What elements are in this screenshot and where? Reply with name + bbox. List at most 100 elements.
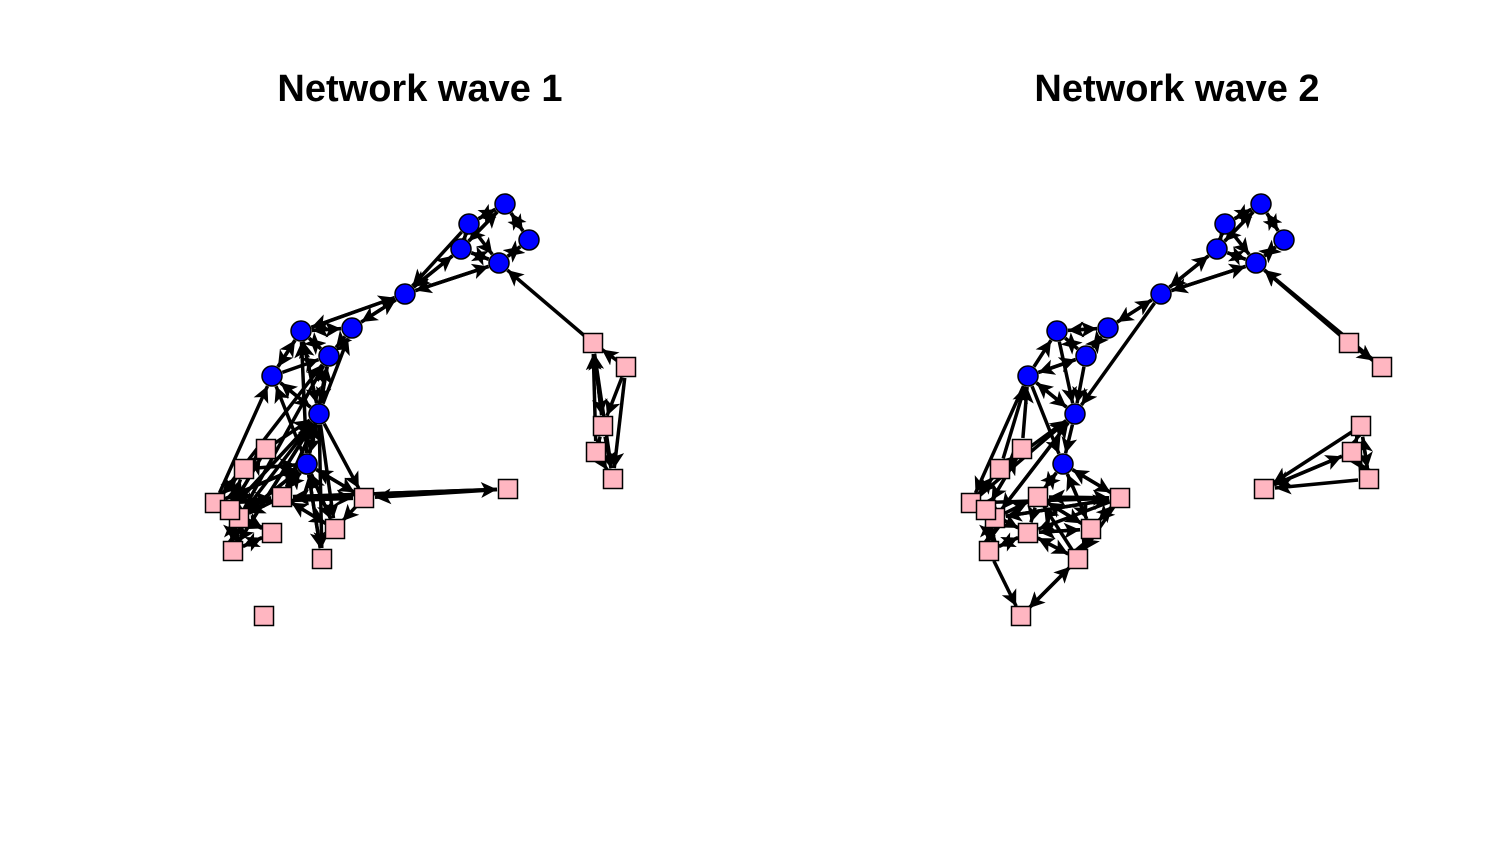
panel-title-wave-2: Network wave 2	[1034, 68, 1320, 110]
edge-c12-to-s11	[1071, 468, 1112, 494]
edge-s7-to-c12	[254, 458, 297, 475]
edge-layer-wave-1	[211, 203, 627, 552]
node-s5	[602, 468, 624, 490]
node-c5	[1245, 252, 1267, 274]
network-panel-wave-2	[960, 193, 1393, 627]
edge-c7-to-c9	[1091, 329, 1109, 349]
node-s3	[592, 415, 614, 437]
node-c11	[1064, 403, 1086, 425]
edge-c6-to-c7	[1116, 298, 1153, 324]
edge-s5-to-s4	[1356, 460, 1374, 480]
edge-s1-to-s5	[592, 353, 617, 469]
edge-s9-to-s13	[1027, 504, 1043, 523]
node-c10	[1017, 365, 1039, 387]
edge-s10-to-c10	[217, 385, 270, 494]
node-c8	[290, 320, 312, 342]
edge-s2-to-s1	[600, 348, 620, 366]
node-c11	[308, 403, 330, 425]
edge-s17-to-s18	[1027, 565, 1072, 610]
edge-c11-to-c7	[321, 337, 350, 405]
edge-c6-to-c11	[1079, 301, 1157, 407]
edge-c11-to-s14	[236, 420, 313, 504]
edge-s12-to-s9	[1004, 500, 1029, 517]
edge-c1-to-c4	[467, 210, 499, 243]
edge-s1-to-c5	[506, 268, 586, 338]
edge-c4-to-c6	[1168, 254, 1210, 289]
node-c2	[1214, 213, 1236, 235]
edge-c8-to-c11	[1057, 341, 1078, 404]
node-s16	[324, 518, 346, 540]
node-s14	[978, 540, 1000, 562]
node-layer-wave-2	[960, 193, 1393, 627]
node-c4	[450, 238, 472, 260]
edge-c10-to-c8	[1032, 339, 1053, 368]
node-s3	[1350, 415, 1372, 437]
node-c1	[1250, 193, 1272, 215]
node-c5	[488, 252, 510, 274]
node-s4	[1341, 441, 1363, 463]
edge-s16-to-s9	[1046, 501, 1083, 525]
node-s9	[353, 487, 375, 509]
node-s15	[975, 499, 997, 521]
edge-s4-to-s3	[588, 436, 604, 455]
node-c4	[1206, 238, 1228, 260]
node-c3	[1273, 229, 1295, 251]
panel-title-wave-1: Network wave 1	[277, 68, 563, 110]
node-c10	[261, 365, 283, 387]
node-c9	[318, 345, 340, 367]
edge-s9-to-c12	[1040, 471, 1058, 491]
node-s17	[253, 605, 275, 627]
edge-s11-to-c9	[242, 364, 326, 510]
edge-c10-to-c9	[281, 357, 320, 375]
edge-s6-to-s4	[1273, 454, 1343, 487]
edge-s9-to-c12	[315, 468, 356, 494]
node-s6	[255, 438, 277, 460]
edge-c11-to-s9	[322, 422, 361, 490]
node-s12	[261, 522, 283, 544]
edge-c2-to-c5	[474, 231, 494, 256]
edge-c11-to-c12	[1061, 424, 1078, 454]
node-s2	[615, 356, 637, 378]
edge-c7-to-c8	[1067, 321, 1098, 338]
node-s1	[582, 332, 604, 354]
edge-s9-to-s16	[341, 503, 360, 523]
node-s5	[1358, 468, 1380, 490]
node-c7	[341, 317, 363, 339]
node-c1	[494, 193, 516, 215]
node-s13	[222, 540, 244, 562]
node-layer-wave-1	[204, 193, 637, 627]
edge-c5-to-c3	[502, 245, 522, 263]
edge-c9-to-c11	[1072, 366, 1088, 404]
edge-c4-to-c2	[1209, 233, 1225, 253]
node-c9	[1075, 345, 1097, 367]
node-s2	[1371, 356, 1393, 378]
edge-s5-to-s3	[1357, 436, 1373, 469]
node-c12	[1052, 453, 1074, 475]
node-s16	[1080, 518, 1102, 540]
edge-c8-to-c10	[276, 339, 297, 368]
edge-s16-to-s11	[1095, 504, 1114, 524]
edge-c1-to-c4	[1223, 210, 1255, 243]
edge-c3-to-c1	[1265, 212, 1283, 232]
edge-s4-to-s5	[591, 451, 609, 471]
edge-c4-to-c2	[453, 233, 469, 253]
edge-s8-to-c10	[1001, 386, 1028, 459]
edge-c9-to-c8	[1064, 336, 1083, 355]
edge-layer-wave-2	[967, 203, 1375, 610]
edge-s12-to-s13	[242, 532, 263, 548]
node-s8	[989, 458, 1011, 480]
node-s6	[1253, 478, 1275, 500]
node-c2	[458, 213, 480, 235]
edge-c9-to-c8	[308, 337, 327, 355]
edge-s16b-to-c12	[303, 474, 323, 549]
edge-c5-to-c3	[1258, 245, 1277, 264]
node-s11	[1109, 487, 1131, 509]
edge-c5-to-c4	[1226, 250, 1247, 266]
edge-c2-to-c6	[411, 230, 463, 288]
node-c7	[1097, 317, 1119, 339]
edge-s9-to-s11	[1048, 489, 1110, 506]
node-c3	[518, 229, 540, 251]
node-c6	[394, 283, 416, 305]
node-s14	[219, 499, 241, 521]
